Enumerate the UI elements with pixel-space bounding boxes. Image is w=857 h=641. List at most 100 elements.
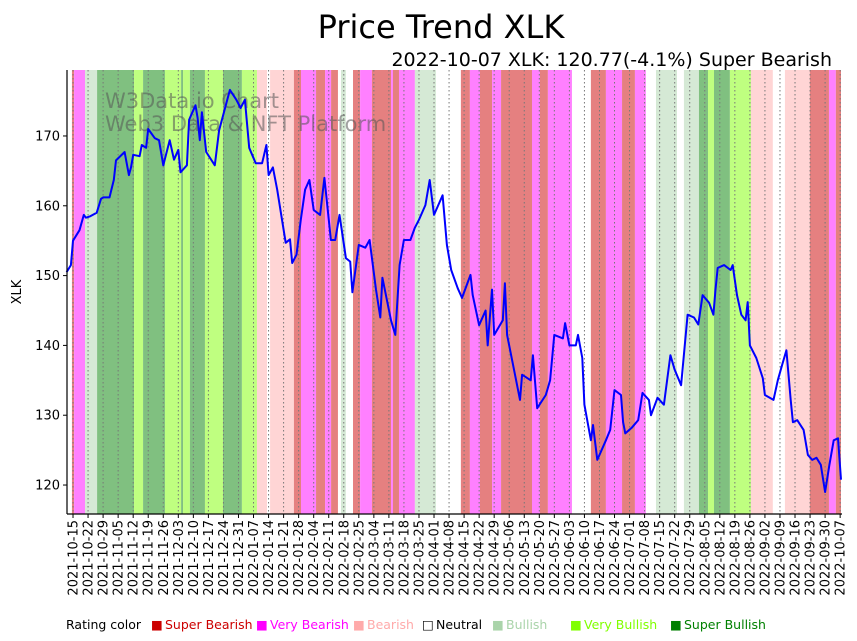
rating-band-sb [331, 70, 338, 514]
x-tick-label: 2022-02-25 [352, 520, 367, 596]
x-tick-label: 2022-08-05 [698, 520, 713, 596]
rating-band-n [435, 70, 461, 514]
rating-band-vb [360, 70, 372, 514]
x-tick-label: 2022-03-18 [397, 520, 412, 596]
rating-band-sb [392, 70, 399, 514]
rating-band-vb [634, 70, 646, 514]
x-tick-label: 2021-12-24 [217, 520, 232, 596]
legend-swatch-su: ■ [670, 617, 682, 632]
rating-band-vb [325, 70, 332, 514]
rating-band-sb [71, 70, 75, 514]
legend-swatch-b: ■ [353, 617, 365, 632]
x-tick-label: 2022-10-07 [834, 520, 849, 596]
rating-band-sb [353, 70, 361, 514]
x-tick-label: 2022-07-01 [623, 520, 638, 596]
x-tick-label: 2022-07-29 [683, 520, 698, 596]
x-tick-label: 2022-07-08 [638, 520, 653, 596]
rating-band-b [256, 70, 268, 514]
rating-band-vu [707, 70, 715, 514]
rating-band-vb [547, 70, 572, 514]
rating-band-n [645, 70, 656, 514]
legend-item-label: Very Bearish [270, 617, 349, 632]
rating-band-n [677, 70, 684, 514]
rating-band-su [181, 70, 184, 514]
x-tick-label: 2022-09-02 [758, 520, 773, 596]
rating-band-u [683, 70, 699, 514]
rating-band-su [698, 70, 708, 514]
rating-band-sb [539, 70, 548, 514]
chart-subtitle: 2022-10-07 XLK: 120.77(-4.1%) Super Bear… [391, 49, 832, 71]
rating-band-sb [293, 70, 302, 514]
rating-band-vb [532, 70, 540, 514]
rating-band-vb [391, 70, 393, 514]
x-tick-label: 2022-05-20 [533, 520, 548, 596]
x-tick-label: 2022-05-27 [548, 520, 563, 596]
x-tick-label: 2022-04-08 [443, 520, 458, 596]
rating-band-n [337, 70, 341, 514]
x-tick-label: 2022-04-29 [488, 520, 503, 596]
rating-band-sb [460, 70, 470, 514]
x-tick-label: 2021-11-12 [127, 520, 142, 596]
legend-swatch-vu: ■ [570, 617, 582, 632]
rating-band-n [345, 70, 354, 514]
rating-band-su [223, 70, 242, 514]
rating-band-vb [301, 70, 317, 514]
y-tick-label: 160 [35, 199, 60, 214]
price-line [65, 88, 842, 493]
rating-band-n [67, 70, 72, 514]
rating-band-u [340, 70, 346, 514]
rating-band-b [270, 70, 294, 514]
x-tick-label: 2021-12-31 [232, 520, 247, 596]
x-tick-label: 2022-08-26 [743, 520, 758, 596]
legend-item-label: Super Bearish [165, 617, 253, 632]
y-tick-label: 170 [35, 129, 60, 144]
x-tick-label: 2022-07-15 [653, 520, 668, 596]
x-tick-label: 2022-02-04 [307, 520, 322, 596]
rating-band-vb [398, 70, 415, 514]
rating-band-vu [134, 70, 144, 514]
rating-band-su [97, 70, 135, 514]
rating-band-n [571, 70, 591, 514]
y-tick-label: 150 [35, 269, 60, 284]
y-axis-label: XLK [10, 279, 25, 304]
rating-band-su [714, 70, 730, 514]
x-tick-label: 2021-12-10 [187, 520, 202, 596]
x-tick-label: 2022-04-01 [428, 520, 443, 596]
x-tick-label: 2021-10-22 [82, 520, 97, 596]
x-tick-label: 2022-09-30 [819, 520, 834, 596]
x-tick-label: 2022-01-07 [247, 520, 262, 596]
x-tick-label: 2022-03-25 [412, 520, 427, 596]
rating-band-sb [809, 70, 829, 514]
legend-swatch-u: ■ [492, 617, 504, 632]
rating-band-sb [590, 70, 606, 514]
rating-band-u [85, 70, 98, 514]
x-tick-label: 2022-07-22 [668, 520, 683, 596]
x-tick-label: 2021-12-03 [172, 520, 187, 596]
rating-band-vb [469, 70, 481, 514]
y-tick-label: 130 [35, 409, 60, 424]
legend-item-label: Super Bullish [684, 617, 766, 632]
y-tick-label: 140 [35, 339, 60, 354]
legend: Rating color ■ Super Bearish ■ Very Bearish ■… [66, 617, 766, 632]
rating-band-vu [164, 70, 182, 514]
rating-band-vb [74, 70, 86, 514]
legend-swatch-vb: ■ [256, 617, 268, 632]
legend-swatch-n: □ [422, 617, 434, 632]
x-tick-label: 2021-10-15 [67, 520, 82, 596]
rating-band-u [414, 70, 436, 514]
x-tick-label: 2022-09-09 [773, 520, 788, 596]
watermark-line-1: W3Data.io Chart [105, 89, 279, 113]
x-tick-label: 2022-06-17 [593, 520, 608, 596]
x-tick-label: 2022-03-11 [382, 520, 397, 596]
x-tick-label: 2022-02-11 [322, 520, 337, 596]
x-tick-label: 2022-06-10 [578, 520, 593, 596]
x-tick-label: 2022-08-12 [713, 520, 728, 596]
x-tick-label: 2022-06-24 [608, 520, 623, 596]
rating-band-n [267, 70, 271, 514]
x-tick-label: 2021-11-19 [142, 520, 157, 596]
x-tick-label: 2021-12-17 [202, 520, 217, 596]
rating-band-sb [316, 70, 326, 514]
rating-band-sb [480, 70, 493, 514]
x-tick-label: 2022-05-06 [503, 520, 518, 596]
rating-band-b [750, 70, 773, 514]
